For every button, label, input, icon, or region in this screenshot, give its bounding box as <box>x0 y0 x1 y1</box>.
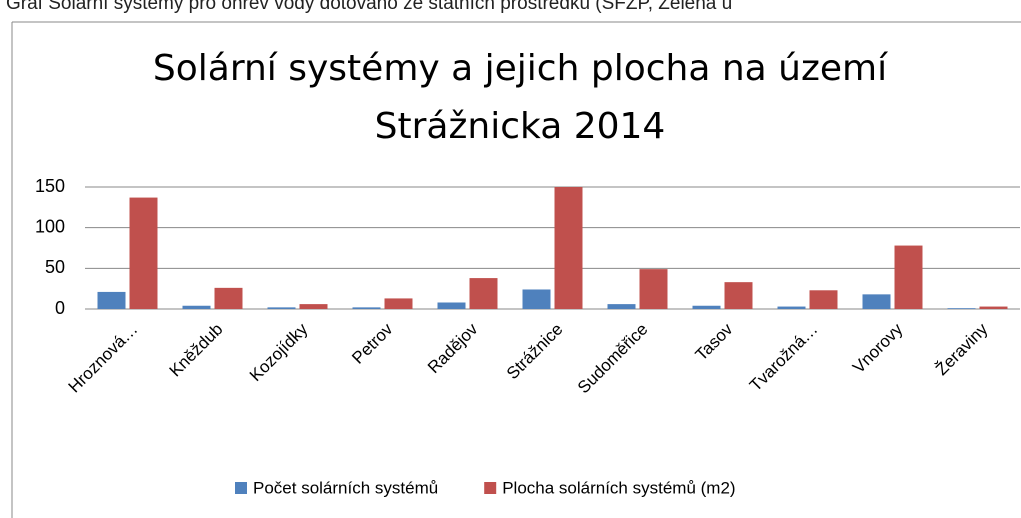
legend-label: Plocha solárních systémů (m2) <box>502 478 735 497</box>
x-tick-label: Tasov <box>692 319 737 364</box>
legend-swatch <box>235 482 247 494</box>
bar <box>607 304 636 309</box>
bar <box>469 278 498 309</box>
y-tick-label: 150 <box>35 176 65 196</box>
bar <box>862 294 891 309</box>
bar <box>639 269 668 309</box>
x-tick-label: Sudoměřice <box>574 320 652 398</box>
y-tick-label: 100 <box>35 216 65 236</box>
chart-title: Solární systémy a jejich plocha na území <box>153 48 888 89</box>
bar <box>724 282 753 309</box>
x-tick-label: Hroznová… <box>65 320 142 397</box>
x-tick-label: Petrov <box>348 319 397 368</box>
bar <box>894 245 923 309</box>
bar <box>777 306 806 309</box>
y-tick-label: 0 <box>55 298 65 318</box>
bar <box>267 307 296 309</box>
bar <box>129 197 158 309</box>
bar <box>437 302 466 309</box>
x-tick-label: Vnorovy <box>849 319 907 377</box>
bar <box>384 298 413 309</box>
bar <box>299 304 328 309</box>
bar <box>809 290 838 309</box>
x-tick-label: Radějov <box>424 319 482 377</box>
bar <box>979 306 1008 309</box>
bar <box>947 308 976 309</box>
x-tick-label: Strážnice <box>503 320 567 384</box>
bar <box>214 287 243 309</box>
legend-swatch <box>484 482 497 494</box>
x-tick-label: Kozojídky <box>246 319 312 385</box>
bar <box>182 305 211 309</box>
x-tick-label: Tvarožná… <box>746 320 822 396</box>
legend-label: Počet solárních systémů <box>253 478 438 497</box>
y-tick-label: 50 <box>45 257 65 277</box>
bar <box>554 187 583 309</box>
chart-title: Strážnicka 2014 <box>375 106 666 147</box>
caption: Graf Solární systémy pro ohřev vody doto… <box>6 0 732 14</box>
x-tick-label: Žeraviny <box>932 319 992 379</box>
bar <box>692 305 721 309</box>
bar <box>97 291 126 309</box>
bar <box>352 307 381 309</box>
bar <box>522 289 551 309</box>
x-tick-label: Kněždub <box>166 320 227 381</box>
